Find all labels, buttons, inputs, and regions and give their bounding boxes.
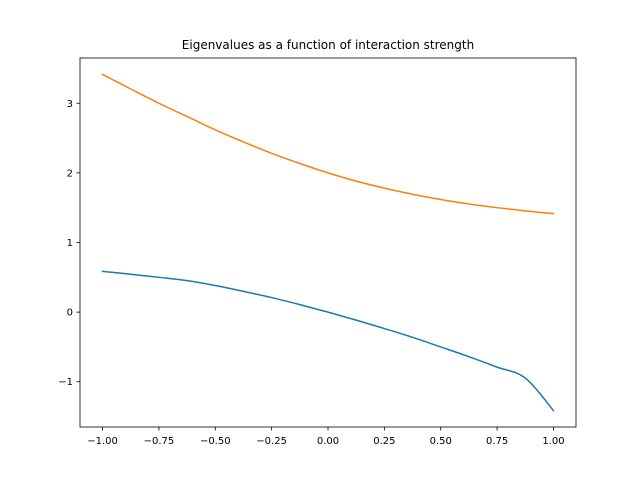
y-tick-label: 1 (67, 238, 73, 249)
x-tick-label: −1.00 (87, 436, 118, 447)
chart-title: Eigenvalues as a function of interaction… (182, 38, 474, 52)
x-tick-label: 0.75 (486, 436, 508, 447)
y-tick-label: −1 (58, 377, 73, 388)
x-tick-label: 0.25 (373, 436, 395, 447)
y-tick-label: 2 (67, 168, 73, 179)
lower-eigenvalue-line (101, 270, 555, 412)
y-tick-label: 3 (67, 99, 73, 110)
y-tick-label: 0 (67, 308, 73, 319)
x-tick-label: −0.50 (200, 436, 231, 447)
x-axis-ticks: −1.00 −0.75 −0.50 −0.25 0.00 0.25 0.50 0.75 1.00 (87, 427, 565, 447)
x-tick-label: 0.00 (317, 436, 339, 447)
upper-eigenvalue-line (101, 73, 555, 215)
x-tick-label: 0.50 (430, 436, 452, 447)
x-tick-label: −0.75 (144, 436, 175, 447)
series-layer (101, 73, 555, 412)
plot-area-frame (79, 57, 577, 428)
x-tick-label: −0.25 (256, 436, 287, 447)
y-axis-ticks: −1 0 1 2 3 (58, 99, 80, 388)
x-tick-label: 1.00 (542, 436, 564, 447)
